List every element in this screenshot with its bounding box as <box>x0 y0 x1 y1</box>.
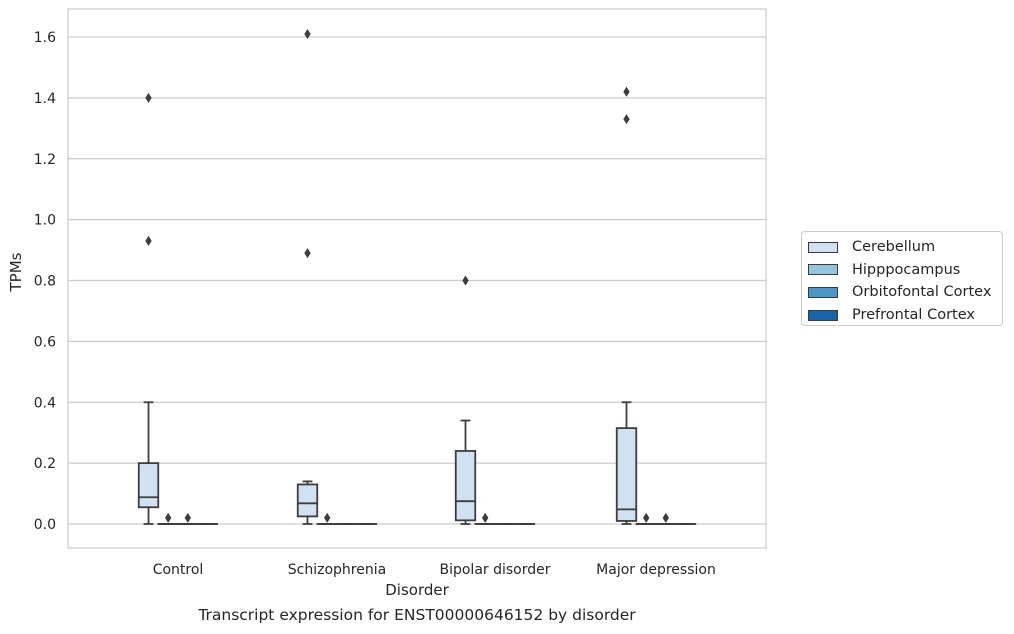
x-tick-label: Control <box>153 562 204 578</box>
legend: Cerebellum Hipppocampus Orbitofontal Corte… <box>801 231 1003 326</box>
outlier-point <box>145 92 152 103</box>
plot-frame <box>67 8 767 549</box>
legend-item: Prefrontal Cortex <box>808 304 1002 327</box>
legend-label: Prefrontal Cortex <box>852 307 975 324</box>
outlier-point <box>304 248 311 259</box>
outlier-point <box>662 512 669 523</box>
box-cerebellum <box>615 427 638 522</box>
legend-swatch <box>808 264 838 276</box>
legend-item: Cerebellum <box>808 236 1002 259</box>
y-tick-label: 0.4 <box>34 395 56 411</box>
y-tick-label: 0.2 <box>34 456 56 472</box>
x-tick-labels: Control Schizophrenia Bipolar disorder Majo… <box>153 562 716 578</box>
y-tick-labels: 0.0 0.2 0.4 0.6 0.8 1.0 1.2 1.4 1.6 <box>34 30 56 533</box>
box-cerebellum <box>454 450 477 522</box>
y-tick-label: 1.4 <box>34 91 56 107</box>
legend-swatch <box>808 286 838 298</box>
legend-item: Orbitofontal Cortex <box>808 281 1002 304</box>
gridlines <box>68 36 766 525</box>
box-cerebellum <box>296 483 319 518</box>
x-axis-title: Disorder <box>385 581 449 599</box>
box-cerebellum <box>137 462 160 509</box>
x-tick-label: Bipolar disorder <box>439 562 550 578</box>
legend-label: Orbitofontal Cortex <box>852 284 992 301</box>
legend-swatch <box>808 241 838 253</box>
box-marks <box>137 28 697 525</box>
y-tick-label: 0.8 <box>34 274 56 290</box>
outlier-point <box>462 275 469 286</box>
x-tick-label: Major depression <box>596 562 716 578</box>
outlier-point <box>623 86 630 97</box>
outlier-point <box>324 512 331 523</box>
outlier-point <box>304 28 311 39</box>
outlier-point <box>623 114 630 125</box>
y-axis-title: TPMs <box>7 252 25 292</box>
outlier-point <box>482 512 489 523</box>
y-tick-label: 0.6 <box>34 334 56 350</box>
outlier-point <box>184 512 191 523</box>
x-tick-label: Schizophrenia <box>288 562 386 578</box>
y-tick-label: 0.0 <box>34 517 56 533</box>
legend-swatch <box>808 309 838 321</box>
y-tick-label: 1.6 <box>34 30 56 46</box>
legend-label: Hipppocampus <box>852 261 961 278</box>
outlier-point <box>145 235 152 246</box>
y-tick-label: 1.0 <box>34 213 56 229</box>
legend-item: Hipppocampus <box>808 259 1002 282</box>
legend-label: Cerebellum <box>852 239 936 256</box>
outlier-point <box>643 512 650 523</box>
y-tick-label: 1.2 <box>34 152 56 168</box>
outlier-point <box>165 512 172 523</box>
chart-caption: Transcript expression for ENST0000064615… <box>198 606 636 624</box>
